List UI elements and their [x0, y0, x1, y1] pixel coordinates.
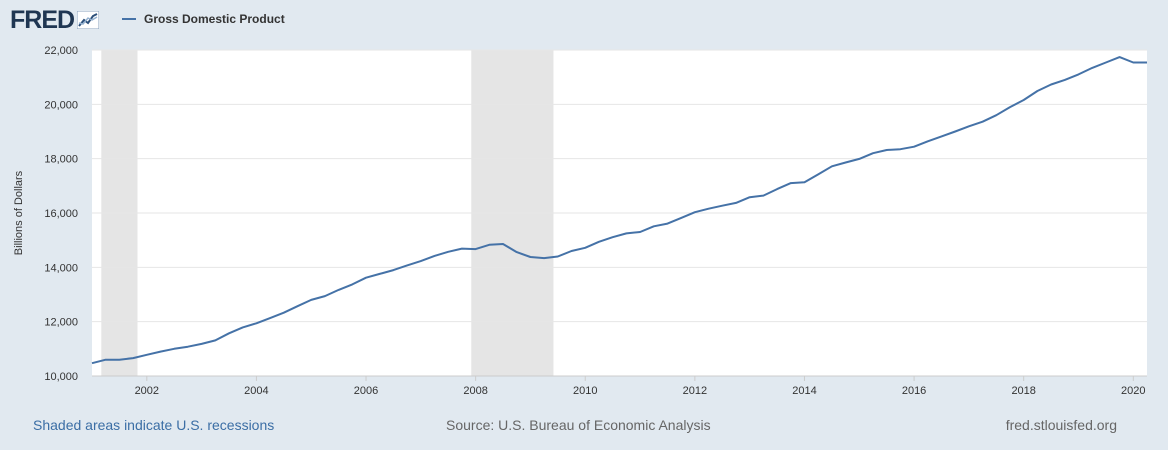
y-tick-label: 20,000: [44, 99, 78, 111]
chart-header: FRED Gross Domestic Product: [0, 0, 1168, 44]
x-tick-label: 2014: [792, 385, 816, 397]
y-axis-title: Billions of Dollars: [13, 170, 25, 255]
y-tick-label: 12,000: [44, 317, 78, 329]
x-tick-label: 2020: [1121, 385, 1145, 397]
y-tick-label: 22,000: [44, 45, 78, 57]
gridlines: [92, 49, 1147, 377]
series-layer: [91, 56, 1148, 365]
line-chart-icon: [77, 11, 100, 29]
y-tick-label: 16,000: [44, 208, 78, 220]
site-credit: fred.stlouisfed.org: [1005, 417, 1117, 433]
x-tick-label: 2018: [1011, 385, 1035, 397]
x-tick-label: 2006: [354, 385, 378, 397]
x-axis-ticks: 2002 2004 2006 2008 2010 2012 2014 2016 2018 2020: [135, 376, 1146, 397]
legend-item[interactable]: Gross Domestic Product: [122, 12, 285, 26]
logo-text: FRED: [10, 5, 75, 34]
x-tick-label: 2016: [902, 385, 926, 397]
x-tick-label: 2008: [463, 385, 487, 397]
recession-note-link[interactable]: Shaded areas indicate U.S. recessions: [33, 417, 275, 433]
legend-swatch: [122, 18, 136, 20]
series-line-gdp: [91, 56, 1147, 365]
y-tick-label: 18,000: [44, 154, 78, 166]
x-tick-label: 2004: [244, 385, 268, 397]
y-tick-label: 10,000: [44, 371, 78, 383]
y-tick-label: 14,000: [44, 262, 78, 274]
fred-logo[interactable]: FRED: [10, 5, 100, 34]
source-note: Source: U.S. Bureau of Economic Analysis: [446, 417, 711, 433]
x-tick-label: 2012: [683, 385, 707, 397]
x-tick-label: 2002: [135, 385, 159, 397]
y-axis-ticks: 10,000 12,000 14,000 16,000 18,000 20,000 22,0…: [44, 45, 78, 383]
x-tick-label: 2010: [573, 385, 597, 397]
legend-label: Gross Domestic Product: [144, 12, 285, 26]
